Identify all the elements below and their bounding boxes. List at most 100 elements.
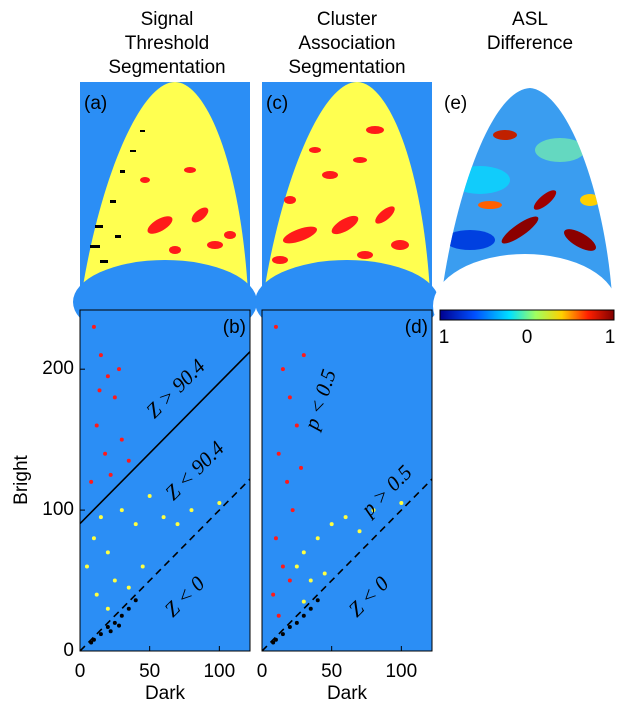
point xyxy=(290,508,295,513)
x-tick-label: 100 xyxy=(203,661,235,682)
image-panel-c xyxy=(255,82,439,344)
point xyxy=(315,536,320,541)
point xyxy=(280,632,285,637)
point xyxy=(91,536,96,541)
point xyxy=(105,625,110,630)
point xyxy=(357,529,362,534)
panel-label: (d) xyxy=(405,317,428,338)
column-title: Segmentation xyxy=(108,57,225,78)
point xyxy=(276,451,281,456)
column-title: Segmentation xyxy=(288,57,405,78)
x-axis-label: Dark xyxy=(145,683,186,704)
point xyxy=(119,437,124,442)
point xyxy=(301,599,306,604)
point xyxy=(84,564,89,569)
column-title: Association xyxy=(298,33,395,54)
point xyxy=(94,423,99,428)
point xyxy=(287,578,292,583)
point xyxy=(294,620,299,625)
panel-label: (b) xyxy=(223,317,246,338)
point xyxy=(343,515,348,520)
column-title: ASL xyxy=(512,9,548,30)
point xyxy=(98,632,103,637)
colorbar-label: 1 xyxy=(605,327,616,348)
plot-frame xyxy=(79,309,251,652)
point xyxy=(280,367,285,372)
point xyxy=(273,536,278,541)
point xyxy=(301,353,306,358)
point xyxy=(308,606,313,611)
plot-area xyxy=(262,324,432,651)
point xyxy=(371,508,376,513)
point xyxy=(271,592,276,597)
column-title: Signal xyxy=(141,9,194,30)
point xyxy=(126,585,131,590)
point xyxy=(329,522,334,527)
point xyxy=(103,451,108,456)
point xyxy=(287,625,292,630)
boundary-line xyxy=(80,351,250,525)
x-tick-label: 50 xyxy=(321,661,342,682)
point xyxy=(105,550,110,555)
point xyxy=(294,564,299,569)
point xyxy=(273,324,278,329)
point xyxy=(91,324,96,329)
x-tick-label: 100 xyxy=(385,661,417,682)
point xyxy=(126,458,131,463)
y-tick-label: 0 xyxy=(63,640,74,661)
column-title: Cluster xyxy=(317,9,378,30)
panel-label: (c) xyxy=(266,93,288,114)
point xyxy=(308,578,313,583)
column-title: Threshold xyxy=(125,33,210,54)
point xyxy=(280,564,285,569)
point xyxy=(294,423,299,428)
point xyxy=(105,606,110,611)
boundary-line xyxy=(262,478,432,651)
point xyxy=(108,472,113,477)
x-axis-label: Dark xyxy=(327,683,368,704)
point xyxy=(98,353,103,358)
point xyxy=(98,515,103,520)
image-panel-a xyxy=(73,82,257,344)
point xyxy=(117,367,122,372)
x-tick-label: 0 xyxy=(75,661,86,682)
y-tick-label: 200 xyxy=(42,358,74,379)
point xyxy=(112,395,117,400)
colorbar xyxy=(439,309,615,321)
column-title: Difference xyxy=(487,33,573,54)
point xyxy=(94,592,99,597)
colorbar-label: 1 xyxy=(439,327,450,348)
point xyxy=(119,613,124,618)
point xyxy=(105,374,110,379)
point xyxy=(301,550,306,555)
point xyxy=(322,571,327,576)
point xyxy=(108,629,113,634)
panel-label: (a) xyxy=(84,93,107,114)
point xyxy=(399,501,404,506)
point xyxy=(189,508,194,513)
point xyxy=(133,522,138,527)
point xyxy=(119,508,124,513)
y-axis-label: Bright xyxy=(11,454,32,504)
point xyxy=(161,515,166,520)
plot-background xyxy=(80,310,250,651)
point xyxy=(126,606,131,611)
point xyxy=(112,578,117,583)
image-panel-e xyxy=(433,88,617,358)
plot-background xyxy=(262,310,432,651)
point xyxy=(217,501,222,506)
point xyxy=(140,564,145,569)
point xyxy=(112,620,117,625)
point xyxy=(285,479,290,484)
y-tick-label: 100 xyxy=(42,499,74,520)
panel-label: (e) xyxy=(444,93,467,114)
plot-area xyxy=(80,324,250,651)
point xyxy=(276,613,281,618)
boundary-line xyxy=(80,478,250,651)
x-tick-label: 50 xyxy=(139,661,160,682)
x-tick-label: 0 xyxy=(257,661,268,682)
point xyxy=(315,598,320,603)
plot-frame xyxy=(261,309,433,652)
point xyxy=(97,388,102,393)
